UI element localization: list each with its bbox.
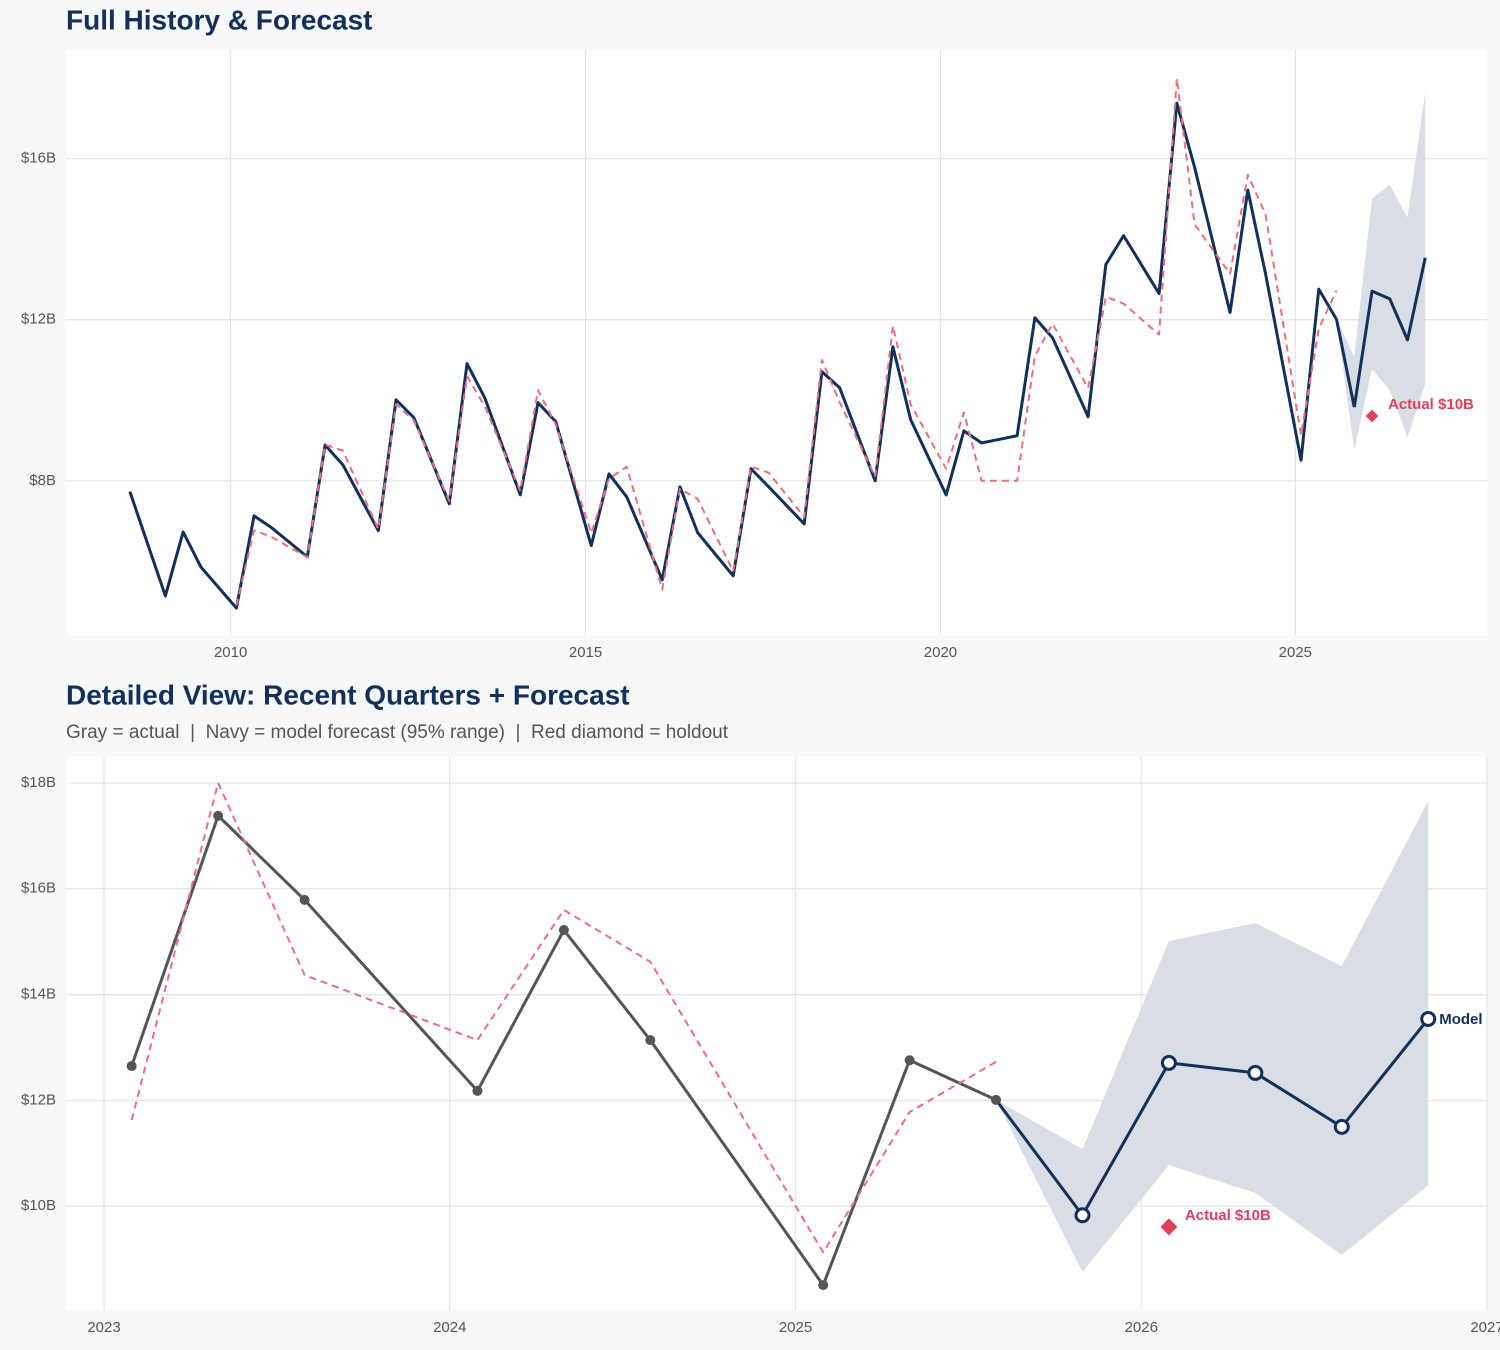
- point: [645, 1035, 656, 1046]
- y-tick-label: $10B: [21, 1197, 56, 1214]
- y-tick-label: $14B: [21, 986, 56, 1003]
- y-tick-label: $8B: [29, 472, 56, 489]
- series-line: [1352, 257, 1427, 408]
- point: [472, 1085, 483, 1096]
- point: [299, 894, 310, 905]
- x-tick-label: 2026: [1125, 1319, 1158, 1336]
- y-tick-label: $16B: [21, 880, 56, 897]
- x-tick-label: 2020: [924, 644, 957, 661]
- point: [1247, 1064, 1264, 1081]
- holdout-label: Actual $10B: [1388, 396, 1474, 413]
- x-tick-label: 2015: [569, 644, 602, 661]
- point: [1333, 1118, 1350, 1135]
- point: [1160, 1054, 1177, 1071]
- point: [126, 1061, 137, 1072]
- y-tick-label: $18B: [21, 774, 56, 791]
- point: [991, 1094, 1002, 1105]
- plot-area: [66, 50, 1487, 635]
- x-tick-label: 2027: [1470, 1319, 1500, 1336]
- forecast-band: [1336, 91, 1426, 451]
- point: [818, 1280, 829, 1291]
- point: [1074, 1207, 1091, 1224]
- y-tick-label: $12B: [21, 1091, 56, 1108]
- forecast-connector: [994, 1099, 1084, 1217]
- x-tick-label: 2010: [214, 644, 247, 661]
- x-tick-label: 2025: [779, 1319, 812, 1336]
- point: [1420, 1010, 1437, 1027]
- x-tick-label: 2024: [433, 1319, 466, 1336]
- point: [558, 925, 569, 936]
- y-tick-label: $16B: [21, 150, 56, 167]
- forecast-connector: [1335, 319, 1356, 408]
- forecast-band: [996, 800, 1429, 1272]
- chart-title: Detailed View: Recent Quarters + Forecas…: [66, 679, 630, 710]
- point: [213, 810, 224, 821]
- point: [904, 1055, 915, 1066]
- x-tick-label: 2025: [1279, 644, 1312, 661]
- holdout-diamond: [1160, 1218, 1178, 1236]
- chart-subtitle: Gray = actual | Navy = model forecast (9…: [66, 722, 729, 743]
- y-tick-label: $12B: [21, 311, 56, 328]
- holdout-label: Actual $10B: [1185, 1207, 1271, 1224]
- x-tick-label: 2023: [87, 1319, 120, 1336]
- chart-title: Full History & Forecast: [66, 4, 373, 35]
- end-label: Model: [1439, 1011, 1482, 1028]
